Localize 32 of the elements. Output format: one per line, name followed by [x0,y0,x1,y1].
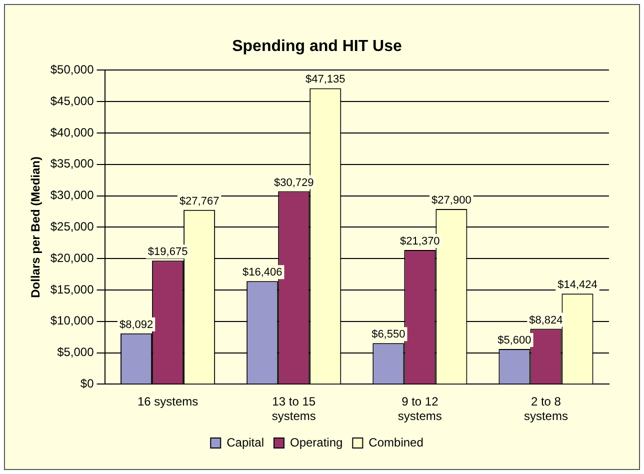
data-label: $8,092 [119,318,154,331]
data-label: $5,600 [498,334,532,347]
data-label: $8,824 [529,314,563,326]
y-tick-label: $5,000 [57,345,94,360]
data-label: $27,900 [432,194,472,207]
data-label: $47,135 [305,74,346,86]
legend-label: Combined [368,435,424,450]
x-tick-label: 9 to 12 systems [398,394,442,424]
y-tick-label: $15,000 [50,282,94,296]
y-tick-label: $45,000 [50,94,94,108]
y-tick-label: $35,000 [50,156,94,171]
data-label: $27,767 [179,195,220,208]
y-tick-label: $0 [80,376,94,391]
y-tick-label: $25,000 [50,220,94,234]
data-label: $16,406 [242,266,282,279]
y-tick-label: $10,000 [50,314,94,328]
legend-label: Capital [226,435,264,450]
y-tick-label: $20,000 [50,250,94,265]
y-tick-label: $30,000 [50,188,94,202]
data-label: $14,424 [558,279,598,292]
y-tick-label: $40,000 [50,125,94,140]
data-label: $19,675 [148,246,188,258]
y-tick-label: $50,000 [50,62,94,77]
x-tick-label: 2 to 8 systems [524,394,568,424]
data-label: $6,550 [372,328,406,341]
y-axis-title: Dollars per Bed (Median) [28,156,43,298]
data-label: $30,729 [274,176,314,189]
x-tick-label: 16 systems [137,394,198,409]
legend-label: Operating [290,435,343,450]
data-label: $21,370 [400,236,440,248]
x-tick-label: 13 to 15 systems [272,394,316,424]
chart-title: Spending and HIT Use [232,38,402,56]
